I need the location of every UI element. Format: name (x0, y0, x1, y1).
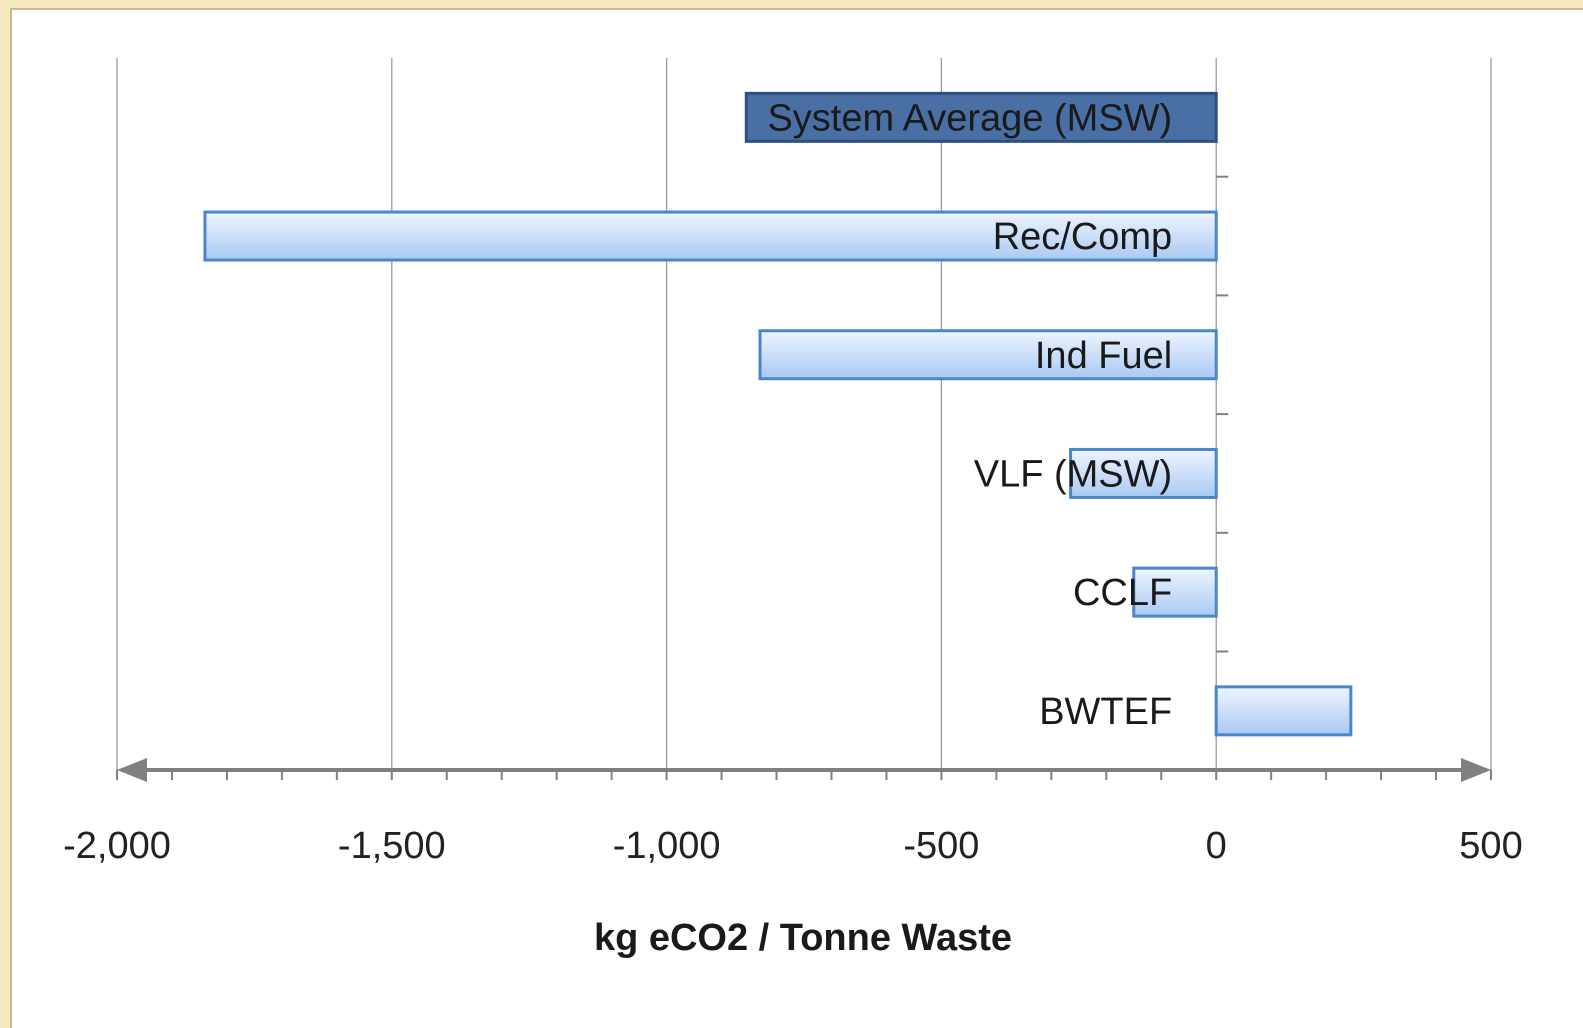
bar (1069, 447, 1218, 499)
x-tick-label: 0 (1206, 825, 1227, 867)
category-label: Rec/Comp (993, 216, 1173, 258)
bars (203, 91, 1353, 737)
category-label: Ind Fuel (1035, 335, 1172, 377)
category-label: System Average (MSW) (767, 97, 1172, 139)
x-tick-label: -1,500 (338, 825, 446, 867)
category-label: VLF (MSW) (974, 453, 1172, 495)
right-arrow-icon (1461, 758, 1491, 782)
x-tick-label: -1,000 (613, 825, 721, 867)
left-arrow-icon (117, 758, 147, 782)
x-tick-label: 500 (1459, 825, 1522, 867)
category-label: CCLF (1073, 572, 1172, 614)
bar (744, 91, 1218, 143)
x-axis-title: kg eCO2 / Tonne Waste (594, 917, 1012, 959)
bar (1214, 685, 1353, 737)
bar (758, 329, 1218, 381)
x-axis: -2,000 -1,500 -1,000 -500 0 500 (63, 758, 1523, 867)
x-tick-label: -2,000 (63, 825, 171, 867)
x-tick-label: -500 (903, 825, 979, 867)
bar (1132, 566, 1218, 618)
category-label: BWTEF (1039, 691, 1172, 733)
grid-lines (116, 58, 1492, 770)
bar (203, 210, 1218, 262)
chart-frame (10, 8, 1583, 1028)
category-labels: System Average (MSW) Rec/Comp Ind Fuel VLF … (767, 97, 1173, 733)
